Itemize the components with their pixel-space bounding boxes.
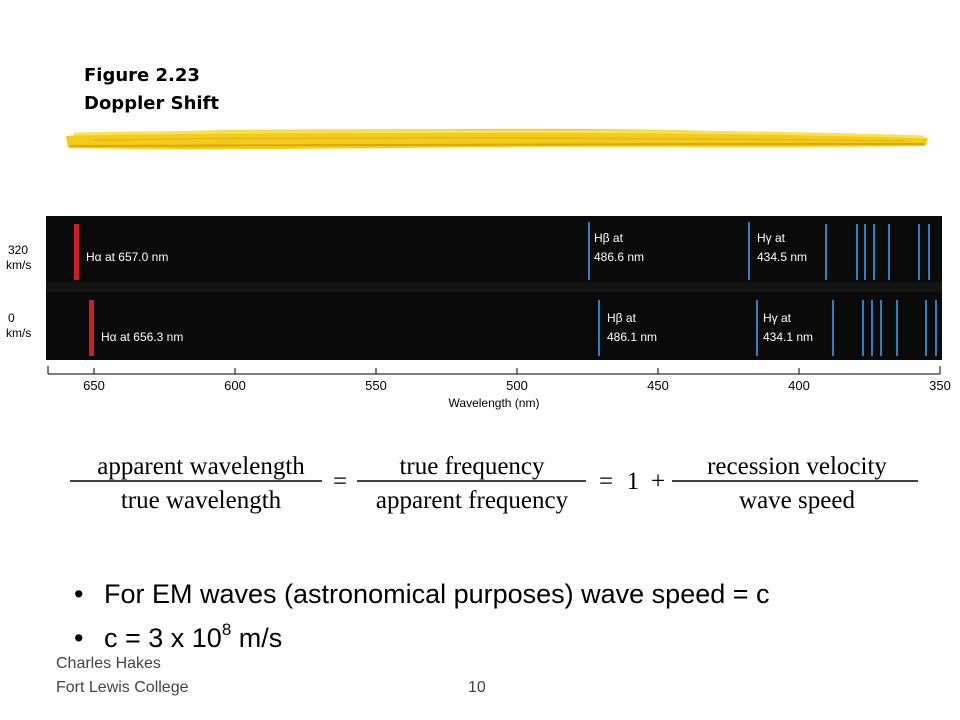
- footer-credit: Charles Hakes Fort Lewis College: [56, 652, 189, 700]
- h-alpha-label-rest: Hα at 656.3 nm: [101, 330, 183, 344]
- bullet-text-2-unit: m/s: [231, 623, 283, 653]
- wavelength-axis: [47, 366, 941, 375]
- eq-recession-velocity: recession velocity: [707, 453, 887, 480]
- h-beta-label-moving-1: Hβ at: [594, 231, 624, 245]
- axis-tick-500: 500: [506, 378, 528, 393]
- axis-label: Wavelength (nm): [449, 396, 540, 410]
- eq-true-frequency: true frequency: [399, 453, 545, 480]
- h-beta-label-rest-2: 486.1 nm: [607, 330, 657, 344]
- row-label-unit-rest: km/s: [6, 326, 31, 340]
- figure-title: Figure 2.23 Doppler Shift: [84, 62, 219, 118]
- eq-plus: +: [651, 468, 665, 495]
- eq-one: 1: [627, 468, 640, 495]
- spectrum-row-divider: [46, 282, 942, 292]
- axis-tick-450: 450: [647, 378, 669, 393]
- h-beta-label-moving-2: 486.6 nm: [594, 250, 644, 264]
- h-gamma-label-moving-1: Hγ at: [757, 231, 786, 245]
- axis-tick-400: 400: [788, 378, 810, 393]
- eq-equals-2: =: [599, 468, 613, 495]
- h-beta-label-rest-1: Hβ at: [607, 311, 637, 325]
- h-alpha-line-moving: [74, 224, 79, 280]
- bullet-text-1: For EM waves (astronomical purposes) wav…: [104, 579, 770, 609]
- title-underline-brushstroke: [66, 128, 928, 150]
- bullet-item-2: • c = 3 x 108 m/s: [74, 616, 770, 660]
- bullet-list: • For EM waves (astronomical purposes) wa…: [74, 572, 770, 660]
- footer-author: Charles Hakes: [56, 655, 161, 672]
- h-alpha-line-rest: [89, 300, 94, 356]
- page-number: 10: [468, 679, 486, 696]
- bullet-dot: •: [74, 623, 84, 653]
- doppler-spectrum-figure: 320 km/s 0 km/s Hα at 657.0 nm Hβ at 486…: [6, 216, 951, 410]
- doppler-equation: apparent wavelength true wavelength = tr…: [70, 453, 918, 514]
- higher-balmer-lines-rest: [832, 300, 937, 356]
- eq-true-wavelength: true wavelength: [121, 487, 282, 514]
- figure-caption: Doppler Shift: [84, 93, 219, 114]
- h-gamma-label-moving-2: 434.5 nm: [757, 250, 807, 264]
- figure-number: Figure 2.23: [84, 65, 200, 86]
- row-label-unit-moving: km/s: [6, 258, 31, 272]
- bullet-item-1: • For EM waves (astronomical purposes) wa…: [74, 572, 770, 616]
- axis-tick-550: 550: [365, 378, 387, 393]
- bullet-text-2-base: c = 3 x 10: [104, 623, 222, 653]
- h-gamma-line-moving: [748, 222, 750, 280]
- h-gamma-label-rest-1: Hγ at: [763, 311, 792, 325]
- h-gamma-label-rest-2: 434.1 nm: [763, 330, 813, 344]
- row-label-speed-moving: 320: [8, 243, 28, 257]
- bullet-dot: •: [74, 579, 84, 609]
- h-beta-line-rest: [598, 300, 600, 356]
- axis-tick-650: 650: [83, 378, 105, 393]
- eq-wave-speed: wave speed: [739, 487, 855, 514]
- axis-tick-600: 600: [224, 378, 246, 393]
- h-gamma-line-rest: [756, 300, 758, 356]
- eq-apparent-frequency: apparent frequency: [376, 487, 569, 514]
- h-beta-line-moving: [588, 222, 590, 280]
- higher-balmer-lines-moving: [825, 224, 930, 280]
- axis-tick-350: 350: [929, 378, 951, 393]
- eq-equals-1: =: [333, 468, 347, 495]
- row-label-speed-rest: 0: [8, 311, 15, 325]
- eq-apparent-wavelength: apparent wavelength: [97, 453, 305, 480]
- bullet-text-2-exponent: 8: [221, 620, 232, 639]
- footer-college: Fort Lewis College: [56, 679, 189, 696]
- h-alpha-label-moving: Hα at 657.0 nm: [86, 250, 168, 264]
